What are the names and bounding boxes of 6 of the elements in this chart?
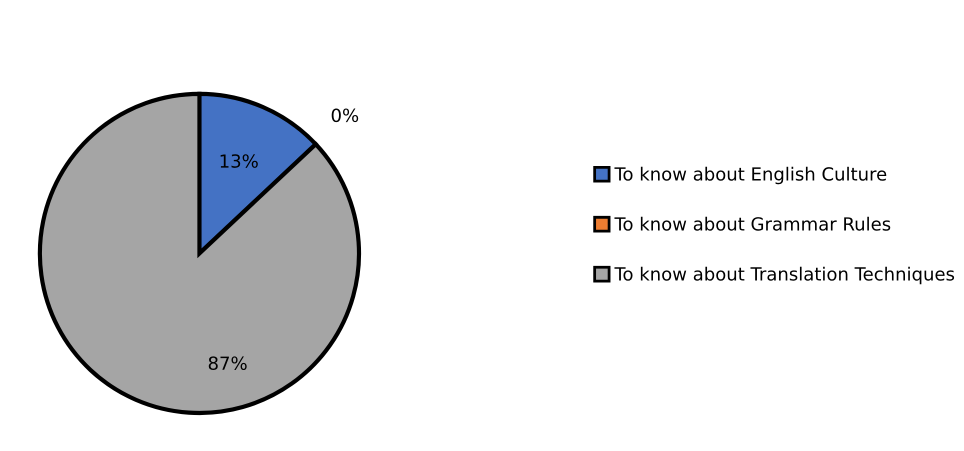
legend-label: To know about Translation Techniques xyxy=(614,266,954,284)
data-label: 87% xyxy=(208,356,247,370)
legend-label: To know about Grammar Rules xyxy=(614,216,890,231)
text: 0% xyxy=(332,108,358,122)
data-label: 13% xyxy=(220,154,258,168)
legend-label: To know about English Culture xyxy=(614,166,886,184)
